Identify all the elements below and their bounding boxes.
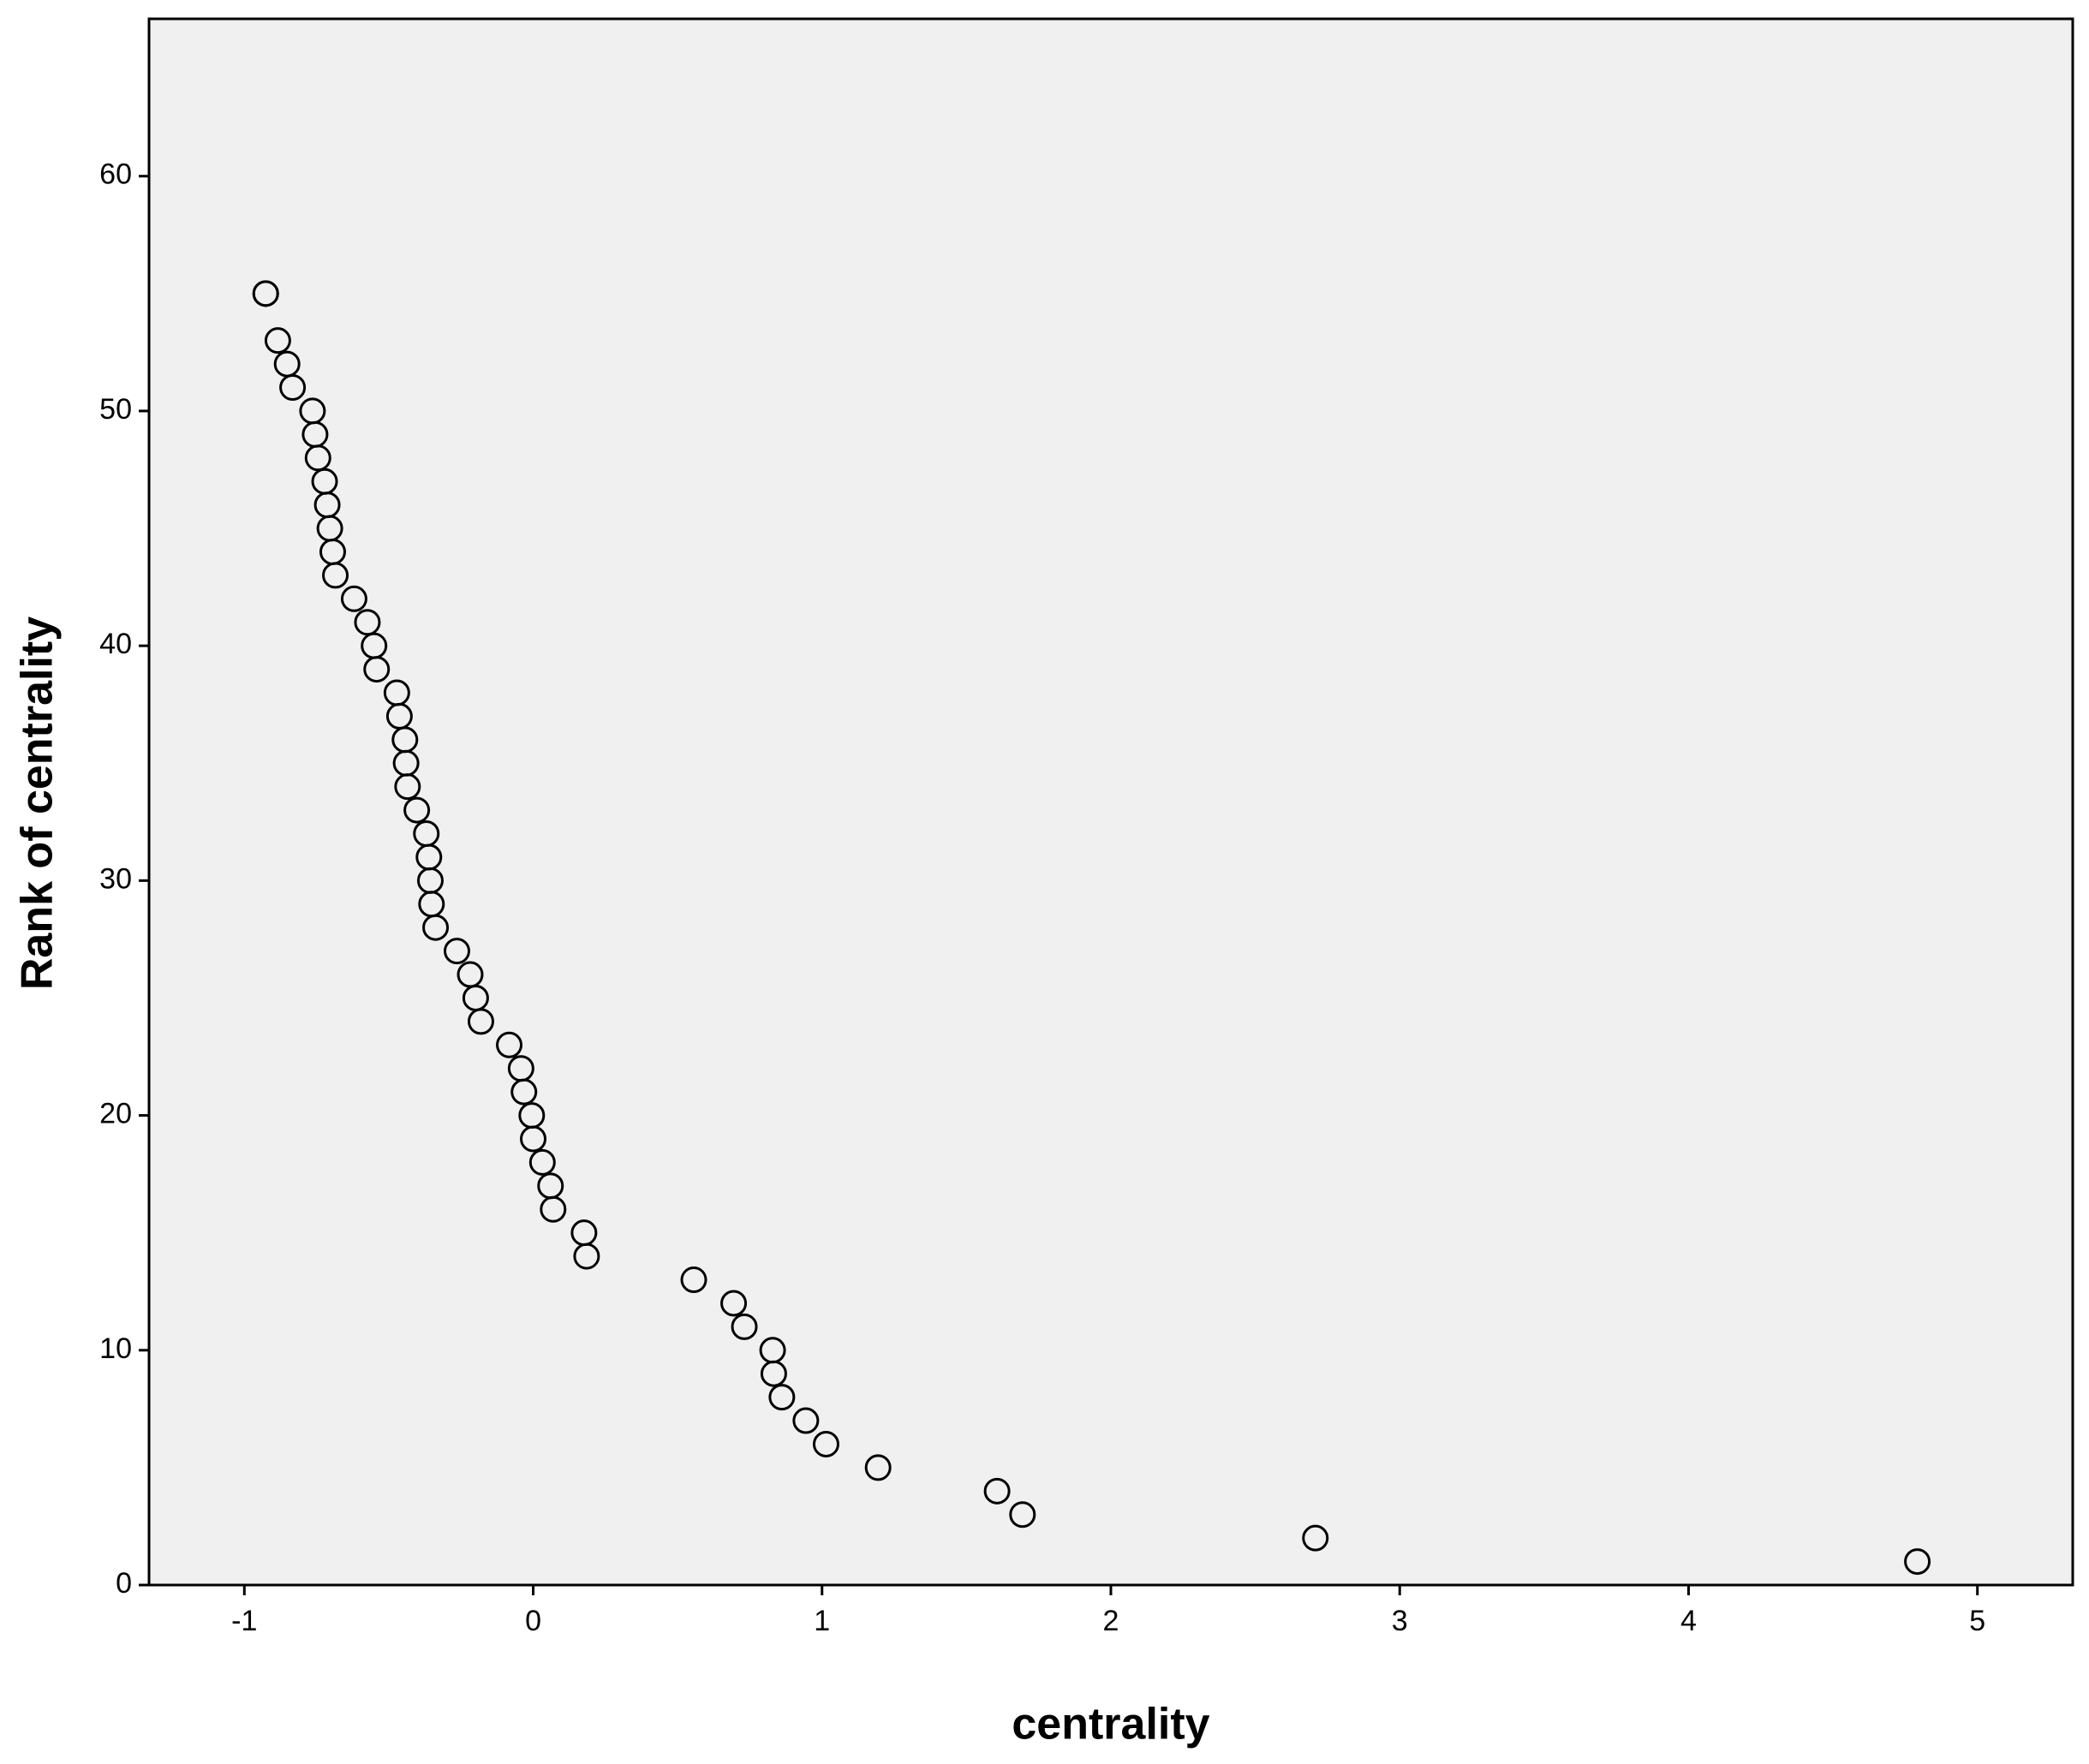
point [394, 773, 421, 801]
point [340, 585, 367, 612]
point [768, 1384, 796, 1411]
x-tick-label: 0 [525, 1605, 541, 1637]
point [322, 562, 349, 589]
point [252, 280, 279, 307]
point [443, 938, 470, 965]
y-tick-label: 20 [99, 1098, 132, 1130]
point [1009, 1501, 1036, 1529]
point [680, 1266, 707, 1294]
x-tick-label: 4 [1680, 1605, 1697, 1637]
y-tick-label: 0 [116, 1567, 132, 1600]
point [496, 1031, 523, 1058]
point [304, 444, 331, 472]
point [528, 1148, 556, 1176]
point [760, 1360, 787, 1387]
point [510, 1078, 538, 1105]
point [422, 914, 450, 941]
point [520, 1125, 547, 1153]
point [864, 1454, 892, 1481]
point [403, 796, 431, 824]
y-tick-label: 50 [99, 393, 132, 426]
point [354, 609, 381, 636]
point [1904, 1548, 1931, 1576]
x-tick-label: 2 [1103, 1605, 1119, 1637]
y-axis-label: Rank of centrality [13, 617, 63, 990]
x-axis-label: centrality [1012, 1700, 1209, 1749]
y-tick-label: 40 [99, 628, 132, 660]
x-tick-label: 5 [1969, 1605, 1985, 1637]
y-tick-label: 60 [99, 158, 132, 191]
point [792, 1407, 820, 1434]
point [363, 656, 391, 683]
y-tick-label: 30 [99, 862, 132, 895]
point [720, 1290, 748, 1317]
point [540, 1195, 567, 1223]
x-tick-label: -1 [231, 1605, 257, 1637]
point [279, 374, 307, 402]
x-tick-label: 1 [814, 1605, 830, 1637]
x-tick-label: 3 [1392, 1605, 1408, 1637]
point [983, 1477, 1011, 1505]
plot-area [147, 17, 2074, 1587]
point [731, 1313, 758, 1340]
point [264, 327, 291, 355]
y-tick-label: 10 [99, 1332, 132, 1365]
point [573, 1243, 600, 1270]
point [1302, 1524, 1329, 1552]
point [467, 1008, 494, 1035]
point [812, 1430, 839, 1457]
